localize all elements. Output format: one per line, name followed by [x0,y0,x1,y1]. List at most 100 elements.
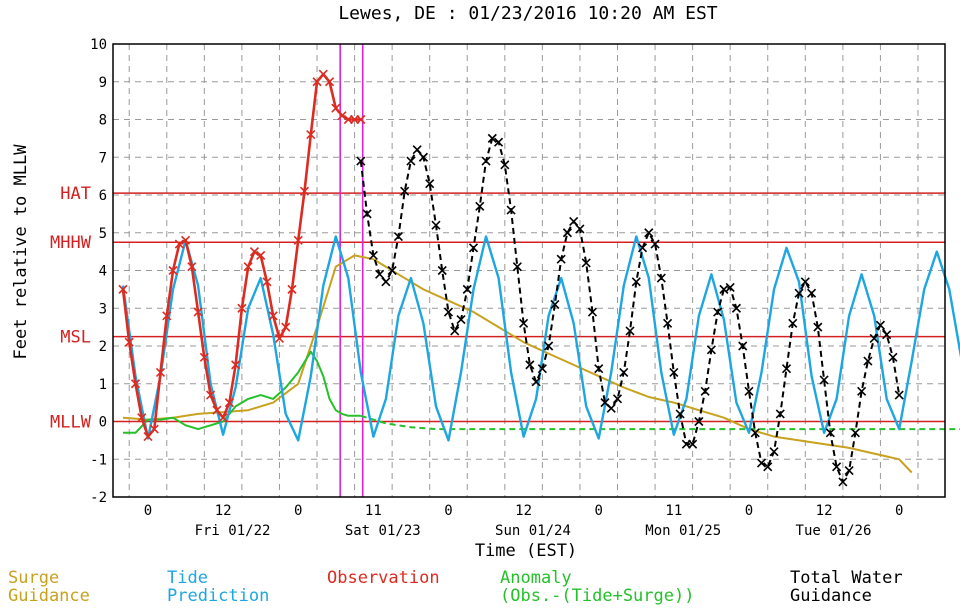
data-point-observation [180,235,191,245]
legend-entry-line2: Prediction [167,586,269,606]
data-point-total-water-guidance [519,318,529,328]
datum-label-hat: HAT [60,184,91,204]
data-point-total-water-guidance [375,269,385,279]
data-point-observation [155,367,166,377]
data-point-total-water-guidance [819,375,829,385]
data-point-total-water-guidance [694,416,704,427]
x-tick-label: 0 [144,503,152,519]
data-point-total-water-guidance [625,326,635,336]
data-point-total-water-guidance [806,288,817,298]
data-point-total-water-guidance [594,364,604,374]
data-point-total-water-guidance [669,367,679,377]
data-point-total-water-guidance [619,367,629,377]
data-point-total-water-guidance [869,333,879,344]
legend-entry-line2: Guidance [790,586,872,606]
y-tick-label: 10 [90,37,107,53]
x-tick-label: 11 [665,503,682,519]
x-tick-label: 0 [294,503,302,519]
data-point-observation [130,379,141,389]
data-point-total-water-guidance [393,231,403,242]
data-point-observation [274,333,285,344]
data-point-total-water-guidance [569,216,579,226]
y-axis-label: Feet relative to MLLW [11,144,31,360]
day-label: Mon 01/25 [645,523,721,539]
data-point-total-water-guidance [763,462,773,472]
series-line-total-water-guidance [359,137,901,483]
x-tick-label: 12 [515,503,532,519]
series-layer [118,69,960,487]
data-point-total-water-guidance [425,179,435,189]
data-point-observation [337,111,347,121]
legend-entry-line1: Observation [327,568,440,588]
data-point-observation [193,307,203,317]
data-point-total-water-guidance [368,250,378,260]
x-tick-label: 12 [816,503,833,519]
day-label: Tue 01/26 [796,523,872,539]
data-point-total-water-guidance [675,409,685,419]
data-point-total-water-guidance [412,145,422,155]
data-point-total-water-guidance [813,322,823,332]
data-point-total-water-guidance [487,133,497,143]
data-point-observation [249,247,259,257]
legend-entry-line1: Anomaly [500,568,572,588]
data-point-total-water-guidance [437,265,447,276]
y-tick-label: 6 [99,188,107,204]
data-point-total-water-guidance [750,428,760,438]
data-point-observation [224,398,234,408]
data-point-total-water-guidance [775,409,785,419]
data-point-observation [299,186,310,196]
legend-entry-line1: Tide [167,568,208,588]
x-tick-labels: 0 12 0 11 0 12 0 11 0 12 0 [144,503,904,519]
y-tick-label: -1 [90,452,107,468]
data-point-observation [243,262,253,272]
y-tick-label: 5 [99,226,107,242]
series-line-surge-guidance [122,254,913,474]
data-point-observation [262,277,272,287]
day-label: Sun 01/24 [495,523,571,539]
data-point-observation [231,360,241,370]
data-point-observation [187,262,197,272]
data-point-observation [149,424,159,434]
data-point-total-water-guidance [537,364,547,374]
data-point-total-water-guidance [713,307,723,317]
data-point-observation [281,322,291,332]
data-point-total-water-guidance [493,137,504,147]
data-point-total-water-guidance [381,277,391,287]
plot-frame [112,43,946,498]
data-point-total-water-guidance [556,254,566,264]
data-point-observation [199,352,209,362]
data-point-total-water-guidance [756,458,767,468]
chart-title: Lewes, DE : 01/23/2016 10:20 AM EST [338,3,717,24]
data-point-total-water-guidance [863,356,873,366]
datum-label-msl: MSL [60,328,91,348]
data-point-observation [237,303,247,313]
series-line-anomaly-obs-tide-surge [123,350,361,434]
data-point-total-water-guidance [650,239,660,249]
data-point-total-water-guidance [387,265,397,276]
data-point-observation [218,413,228,423]
data-point-total-water-guidance [481,156,491,166]
data-point-observation [137,413,147,423]
day-label: Fri 01/22 [195,523,271,539]
y-tick-label: 2 [99,339,107,355]
data-point-observation [268,311,278,321]
data-point-observation [293,235,303,245]
x-tick-label: 12 [215,503,232,519]
data-point-total-water-guidance [606,403,616,413]
data-point-total-water-guidance [838,477,848,487]
data-point-total-water-guidance [587,307,598,317]
data-point-observation [324,77,335,87]
data-point-total-water-guidance [663,318,673,328]
y-tick-label: 3 [99,301,107,317]
y-tick-label: 7 [99,150,107,166]
datum-label-mhhw: MHHW [50,233,92,253]
legend-entry-line1: Total Water [790,568,903,588]
data-point-total-water-guidance [769,447,779,457]
series-line-anomaly-projection [360,414,960,431]
data-point-total-water-guidance [719,284,729,294]
data-point-total-water-guidance [725,282,735,293]
data-point-total-water-guidance [406,156,416,166]
data-point-total-water-guidance [850,428,860,438]
y-tick-label: 8 [99,113,107,129]
